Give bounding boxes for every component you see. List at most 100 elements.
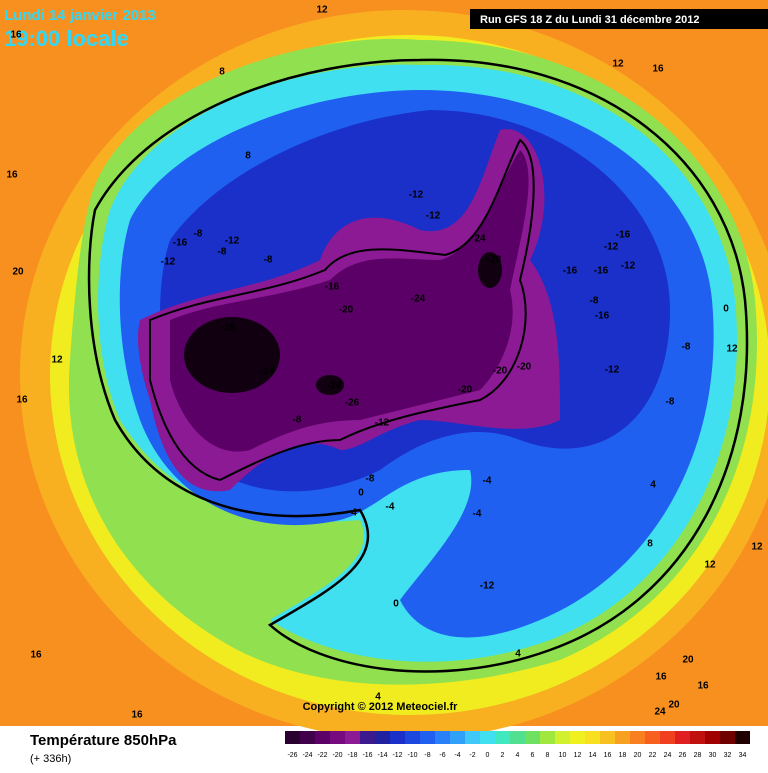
contour-label: -8 [194, 229, 203, 240]
contour-label: 12 [751, 542, 763, 553]
contour-label: 12 [316, 5, 328, 16]
colorbar-swatch [480, 731, 495, 744]
contour-label: 16 [697, 681, 709, 692]
colorbar-swatch [630, 731, 645, 744]
contour-label: -16 [563, 266, 578, 277]
colorbar-label: -22 [317, 752, 327, 759]
colorbar-swatch [675, 731, 690, 744]
colorbar-swatch [600, 731, 615, 744]
colorbar-swatch [555, 731, 570, 744]
contour-label: -28 [221, 323, 236, 334]
zone [316, 375, 344, 395]
colorbar-swatch [315, 731, 330, 744]
contour-label: 8 [647, 539, 653, 550]
contour-label: -20 [458, 385, 473, 396]
contour-label: -16 [325, 282, 340, 293]
contour-label: -16 [616, 230, 631, 241]
contour-label: -24 [260, 367, 275, 378]
contour-label: 4 [351, 508, 357, 519]
colorbar-label: 20 [634, 752, 642, 759]
colorbar-label: -8 [424, 752, 430, 759]
contour-label: 0 [393, 599, 399, 610]
colorbar-swatch [465, 731, 480, 744]
contour-label: 8 [219, 67, 225, 78]
colorbar-swatch [660, 731, 675, 744]
contour-label: -8 [218, 247, 227, 258]
colorbar-swatch [615, 731, 630, 744]
contour-label: -12 [621, 261, 636, 272]
contour-label: -12 [604, 242, 619, 253]
contour-label: -20 [339, 305, 354, 316]
colorbar-label: 22 [649, 752, 657, 759]
footer-lead: (+ 336h) [30, 753, 71, 765]
contour-label: -12 [480, 581, 495, 592]
contour-label: -16 [173, 238, 188, 249]
contour-label: 0 [723, 304, 729, 315]
colorbar-swatch [510, 731, 525, 744]
contour-label: 4 [650, 480, 656, 491]
colorbar-swatch [570, 731, 585, 744]
contour-label: 4 [375, 692, 381, 703]
colorbar-swatch [690, 731, 705, 744]
contour-label: -8 [590, 296, 599, 307]
copyright: Copyright © 2012 Meteociel.fr [303, 701, 459, 713]
contour-label: -4 [473, 509, 482, 520]
date: Lundi 14 janvier 2013 [4, 7, 156, 24]
colorbar-swatch [435, 731, 450, 744]
colorbar-label: 32 [724, 752, 732, 759]
colorbar-swatch [345, 731, 360, 744]
contour-label: -4 [483, 476, 492, 487]
contour-label: -24 [411, 294, 426, 305]
colorbar-label: -4 [454, 752, 460, 759]
contour-label: 20 [12, 267, 24, 278]
colorbar-swatch [390, 731, 405, 744]
colorbar-swatch [300, 731, 315, 744]
contour-label: 24 [654, 707, 666, 718]
time: 19:00 locale [4, 26, 129, 51]
contour-label: -12 [605, 365, 620, 376]
colorbar-swatch [705, 731, 720, 744]
zone [184, 317, 280, 393]
zone [478, 252, 502, 288]
contour-label: -20 [493, 366, 508, 377]
colorbar-swatch [450, 731, 465, 744]
contour-label: -8 [293, 415, 302, 426]
colorbar-swatch [495, 731, 510, 744]
contour-label: 16 [6, 170, 18, 181]
contour-label: 0 [358, 488, 364, 499]
contour-label: 16 [655, 672, 667, 683]
contour-label: -8 [366, 474, 375, 485]
isotherm [149, 138, 535, 482]
colorbar-swatch [330, 731, 345, 744]
contour-label: -26 [345, 398, 360, 409]
colorbar-label: 4 [516, 752, 520, 759]
colorbar-label: 8 [546, 752, 550, 759]
contour-label: -20 [517, 362, 532, 373]
contour-label: 12 [51, 355, 63, 366]
colorbar-label: 10 [559, 752, 567, 759]
colorbar-label: 12 [574, 752, 582, 759]
colorbar-label: -6 [439, 752, 445, 759]
colorbar-label: -26 [287, 752, 297, 759]
contour-label: -12 [375, 418, 390, 429]
colorbar-swatch [735, 731, 750, 744]
colorbar-label: 2 [501, 752, 505, 759]
colorbar-label: -10 [407, 752, 417, 759]
colorbar-label: -2 [469, 752, 475, 759]
colorbar-swatch [645, 731, 660, 744]
contour-label: 20 [668, 700, 680, 711]
contour-label: -12 [225, 236, 240, 247]
contour-label: -8 [682, 342, 691, 353]
contour-label: 12 [704, 560, 716, 571]
contour-label: -16 [595, 311, 610, 322]
contour-label: -8 [264, 255, 273, 266]
contour-label: 4 [515, 649, 521, 660]
contour-label: 16 [16, 395, 28, 406]
colorbar-swatch [525, 731, 540, 744]
contour-label: -28 [327, 381, 342, 392]
contour-label: 16 [30, 650, 42, 661]
contour-label: -16 [594, 266, 609, 277]
contour-label: 8 [245, 151, 251, 162]
colorbar-swatch [360, 731, 375, 744]
